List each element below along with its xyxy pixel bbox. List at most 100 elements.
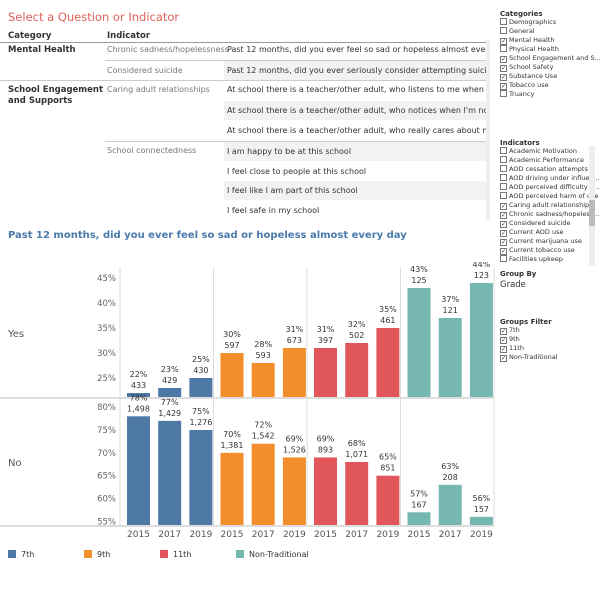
category-checkbox[interactable]: ✓ Tobacco use xyxy=(500,81,549,90)
bar[interactable] xyxy=(407,512,431,525)
group-by-value[interactable]: Grade xyxy=(500,280,526,290)
category-checkbox[interactable]: Physical Health xyxy=(500,45,559,54)
y-tick-label: 60% xyxy=(97,495,116,505)
question-row[interactable]: Past 12 months, did you ever seriously c… xyxy=(224,61,488,80)
indicator-checkbox[interactable]: ✓ Chronic sadness/hopeless... xyxy=(500,210,599,219)
category-checkbox[interactable]: Truancy xyxy=(500,90,534,99)
chart-title: Past 12 months, did you ever feel so sad… xyxy=(8,230,407,241)
group-checkbox[interactable]: ✓ Non-Traditional xyxy=(500,353,558,362)
bar[interactable] xyxy=(469,516,493,525)
indicator-checkbox[interactable]: Academic Performance xyxy=(500,156,584,165)
bar[interactable] xyxy=(251,443,275,525)
question-row[interactable]: At school there is a teacher/other adult… xyxy=(227,85,488,94)
indicator-cell[interactable]: Chronic sadness/hopelessness xyxy=(107,45,229,54)
bar[interactable] xyxy=(220,353,244,397)
question-row[interactable]: I am happy to be at this school xyxy=(224,142,488,161)
bar[interactable] xyxy=(438,318,462,397)
legend-item-7th[interactable]: 7th xyxy=(8,550,34,559)
indicator-checkbox[interactable]: Academic Motivation xyxy=(500,147,577,156)
bar-count-label: 673 xyxy=(287,336,302,345)
checkbox-icon: ✓ xyxy=(500,212,507,219)
checkbox-label: 7th xyxy=(509,326,520,334)
bar[interactable] xyxy=(376,328,400,397)
legend-item-9th[interactable]: 9th xyxy=(84,550,110,559)
legend-item-non-traditional[interactable]: Non-Traditional xyxy=(236,550,309,559)
indicator-checkbox[interactable]: AOD cessation attempts xyxy=(500,165,588,174)
category-checkbox[interactable]: ✓ School Engagement and S... xyxy=(500,54,600,63)
indicator-checkbox[interactable]: ✓ Current marijuana use xyxy=(500,237,582,246)
indicator-cell[interactable]: Caring adult relationships xyxy=(107,85,210,94)
question-row[interactable]: I feel safe in my school xyxy=(227,206,320,215)
question-row[interactable]: At school there is a teacher/other adult… xyxy=(227,126,488,135)
checkbox-label: Current AOD use xyxy=(509,228,564,236)
legend-label: Non-Traditional xyxy=(249,550,309,559)
question-row[interactable]: I feel like I am part of this school xyxy=(224,181,488,200)
bar[interactable] xyxy=(314,348,337,397)
group-checkbox[interactable]: ✓ 7th xyxy=(500,326,520,335)
bar[interactable] xyxy=(127,416,150,525)
panel-label: Yes xyxy=(7,329,24,340)
bar[interactable] xyxy=(189,378,213,397)
indicator-cell[interactable]: School connectedness xyxy=(107,146,197,155)
category-checkbox[interactable]: Demographics xyxy=(500,18,556,27)
bar[interactable] xyxy=(438,484,462,525)
indicator-checkbox[interactable]: ✓ Current tobacco use xyxy=(500,246,575,255)
category-checkbox[interactable]: General xyxy=(500,27,535,36)
bar[interactable] xyxy=(189,430,213,525)
bar[interactable] xyxy=(407,288,431,397)
legend-label: 7th xyxy=(21,550,35,559)
bar[interactable] xyxy=(127,393,150,397)
bar[interactable] xyxy=(345,462,369,525)
indicator-checkbox[interactable]: AOD driving under influen... xyxy=(500,174,600,183)
group-checkbox[interactable]: ✓ 9th xyxy=(500,335,520,344)
bar-percent-label: 78% xyxy=(130,393,148,402)
question-row[interactable]: At school there is a teacher/other adult… xyxy=(224,101,488,120)
bar-percent-label: 23% xyxy=(161,365,179,374)
bar[interactable] xyxy=(314,457,337,525)
bar-percent-label: 31% xyxy=(286,325,304,334)
bar-percent-label: 63% xyxy=(441,462,459,471)
checkbox-icon xyxy=(500,183,507,190)
question-row[interactable]: I feel close to people at this school xyxy=(227,167,367,176)
bar[interactable] xyxy=(282,348,306,397)
table-header-divider xyxy=(0,42,490,43)
checkbox-label: Physical Health xyxy=(509,45,559,53)
indicator-checkbox[interactable]: Facilities upkeep xyxy=(500,255,563,264)
category-checkbox[interactable]: ✓ Mental Health xyxy=(500,36,554,45)
x-tick-label: 2015 xyxy=(221,530,244,540)
bar[interactable] xyxy=(282,457,306,525)
group-checkbox[interactable]: ✓ 11th xyxy=(500,344,524,353)
indicator-cell[interactable]: Considered suicide xyxy=(107,66,183,75)
checkbox-icon xyxy=(500,147,507,154)
bar[interactable] xyxy=(158,388,182,397)
bar[interactable] xyxy=(220,452,244,525)
indicator-checkbox[interactable]: ✓ Current AOD use xyxy=(500,228,564,237)
indicators-scrollbar-thumb[interactable] xyxy=(589,200,595,226)
indicator-checkbox[interactable]: AOD perceived difficulty o... xyxy=(500,183,600,192)
category-checkbox[interactable]: ✓ School Safety xyxy=(500,63,553,72)
row-divider xyxy=(105,141,490,142)
indicator-checkbox[interactable]: ✓ Considered suicide xyxy=(500,219,571,228)
indicator-checkbox[interactable]: ✓ Caring adult relationships xyxy=(500,201,593,210)
checkbox-icon: ✓ xyxy=(500,221,507,228)
checkbox-icon xyxy=(500,174,507,181)
checkbox-icon xyxy=(500,156,507,163)
checkbox-icon xyxy=(500,255,507,262)
checkbox-label: AOD cessation attempts xyxy=(509,165,588,173)
bar-percent-label: 65% xyxy=(379,453,397,462)
indicator-checkbox[interactable]: AOD perceived harm of use xyxy=(500,192,599,201)
bar[interactable] xyxy=(469,283,493,397)
bar[interactable] xyxy=(345,343,369,397)
table-scrollbar[interactable] xyxy=(486,40,490,220)
bar[interactable] xyxy=(158,420,182,525)
bar[interactable] xyxy=(376,475,400,525)
checkbox-label: Academic Motivation xyxy=(509,147,578,155)
legend-item-11th[interactable]: 11th xyxy=(160,550,191,559)
category-checkbox[interactable]: ✓ Substance Use xyxy=(500,72,557,81)
category-column-header: Category xyxy=(8,31,52,41)
bar[interactable] xyxy=(251,363,275,397)
question-row[interactable]: Past 12 months, did you ever feel so sad… xyxy=(227,45,488,54)
checkbox-icon: ✓ xyxy=(500,230,507,237)
checkbox-icon: ✓ xyxy=(500,239,507,246)
checkbox-label: AOD perceived difficulty o... xyxy=(509,183,600,191)
